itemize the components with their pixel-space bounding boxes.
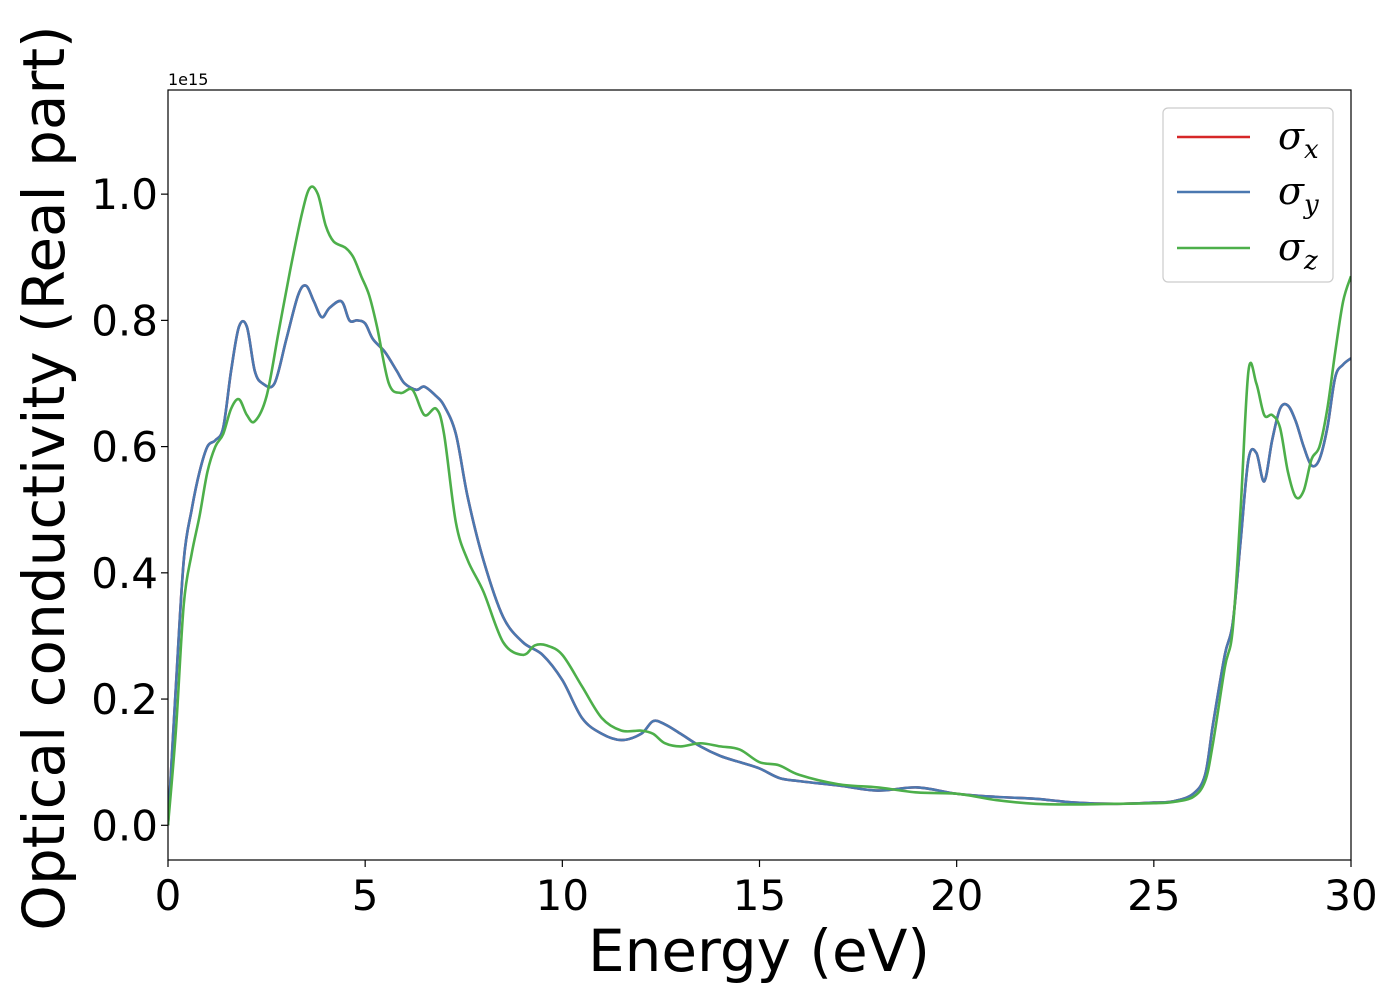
y-tick-label: 1.0 — [91, 170, 158, 219]
y-tick-label: 0.0 — [91, 801, 158, 850]
y-tick-label: 0.8 — [91, 296, 158, 345]
x-tick-label: 25 — [1127, 871, 1180, 920]
x-tick-label: 15 — [733, 871, 786, 920]
y-tick-label: 0.2 — [91, 675, 158, 724]
x-tick-label: 20 — [930, 871, 983, 920]
x-tick-label: 0 — [155, 871, 182, 920]
y-tick-label: 0.6 — [91, 423, 158, 472]
legend-label-x: σx — [1278, 114, 1319, 165]
series-layer — [168, 185, 1351, 826]
y-tick-label: 0.4 — [91, 549, 158, 598]
legend-box — [1162, 107, 1334, 283]
x-tick-label: 5 — [352, 871, 379, 920]
y-offset-text: 1e15 — [168, 70, 208, 89]
series-line-y — [168, 284, 1351, 826]
x-axis-ticks: 0 5 10 15 20 25 30 — [155, 860, 1378, 920]
legend-label-z: σz — [1278, 225, 1318, 276]
x-tick-label: 30 — [1324, 871, 1377, 920]
series-line-z — [168, 185, 1351, 826]
x-axis-title: Energy (eV) — [588, 917, 930, 985]
y-axis-ticks: 0.0 0.2 0.4 0.6 0.8 1.0 — [91, 170, 168, 850]
x-tick-label: 10 — [536, 871, 589, 920]
y-axis-title: Optical conductivity (Real part) — [10, 25, 78, 930]
legend-label-y: σy — [1278, 169, 1319, 220]
